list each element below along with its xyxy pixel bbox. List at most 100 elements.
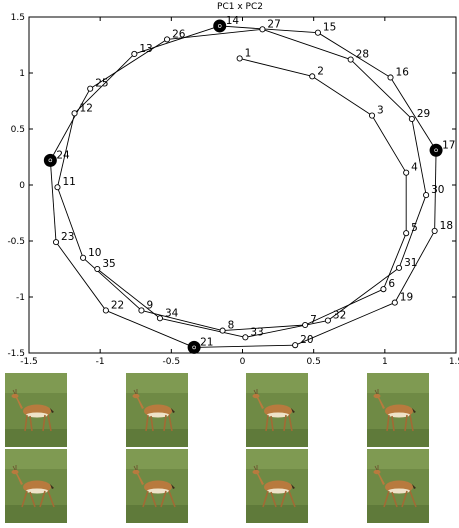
point-marker: [403, 169, 410, 176]
trajectory-segment: [57, 187, 84, 258]
trajectory-segment: [89, 39, 168, 90]
point-label: 24: [56, 149, 70, 161]
highlighted-point-center: [434, 148, 438, 153]
point-label: 32: [333, 310, 346, 322]
point-marker: [102, 307, 109, 314]
trajectory-segment: [311, 75, 373, 116]
point-marker: [403, 230, 410, 237]
trajectory-segment: [49, 88, 91, 161]
point-marker: [236, 55, 243, 62]
point-label: 7: [310, 314, 317, 326]
highlighted-point-marker: [213, 19, 227, 33]
thumbnail-2-top: [126, 373, 188, 447]
trajectory-segment: [371, 115, 407, 173]
impala-image: [126, 449, 188, 523]
y-tick-label: 1: [19, 69, 25, 79]
point-label: 15: [323, 22, 336, 34]
impala-image: [5, 449, 67, 523]
point-label: 10: [88, 247, 101, 259]
thumbnail-3-bottom: [246, 449, 308, 523]
trajectory-segment: [434, 150, 437, 231]
point-label: 5: [411, 222, 418, 234]
point-label: 25: [95, 78, 108, 90]
point-marker: [259, 26, 266, 33]
trajectory-segment: [239, 58, 313, 77]
point-marker: [302, 321, 309, 329]
trajectory-segment: [219, 25, 318, 34]
impala-image: [5, 373, 67, 447]
point-label: 1: [245, 47, 252, 59]
highlighted-point-center: [217, 24, 222, 28]
trajectory-segment: [97, 268, 161, 319]
x-tick-label: 1: [382, 357, 388, 366]
point-label: 16: [396, 66, 410, 78]
x-tick-label: -0.5: [163, 357, 181, 366]
point-label: 22: [111, 299, 124, 311]
highlighted-point-center: [48, 158, 53, 163]
axis-ticks: -1.5 -1 -0.5 0 0.5 1 1.5 1.5 1 0.5 0 -0.5 -1 -1.5: [7, 13, 459, 366]
point-label: 23: [61, 231, 74, 243]
point-marker: [292, 342, 299, 349]
trajectory-segment: [304, 288, 384, 326]
trajectory-segment: [82, 257, 142, 311]
point-marker: [138, 307, 145, 314]
impala-image: [126, 373, 188, 447]
point-marker: [219, 327, 226, 334]
point-marker: [368, 112, 376, 119]
point-marker: [324, 317, 331, 324]
highlighted-point-marker: [43, 153, 57, 167]
thumbnail-4-top: [367, 373, 429, 447]
point-marker: [71, 110, 78, 117]
trajectory-segment: [194, 344, 296, 348]
point-label: 27: [267, 18, 280, 30]
trajectory-segment: [350, 59, 413, 120]
thumbnail-3-top: [246, 373, 308, 447]
point-label: 21: [200, 336, 213, 348]
y-tick-label: -0.5: [7, 237, 25, 247]
trajectory-segment: [262, 28, 351, 60]
trajectory-segment: [382, 232, 407, 290]
point-marker: [87, 85, 94, 92]
point-label: 12: [80, 102, 93, 114]
trajectory-segment: [57, 113, 75, 188]
point-marker: [156, 315, 163, 322]
point-marker: [54, 184, 61, 191]
impala-image: [246, 373, 308, 447]
x-tick-label: 0.5: [307, 357, 321, 366]
y-tick-label: 0.5: [11, 125, 25, 135]
point-label: 13: [139, 43, 152, 55]
x-tick-label: 0: [240, 357, 246, 366]
x-tick-label: -1.5: [20, 357, 38, 366]
thumbnail-2-bottom: [126, 449, 188, 523]
point-label: 28: [356, 49, 369, 61]
point-marker: [242, 334, 249, 341]
point-marker: [347, 56, 354, 63]
point-label: 26: [172, 28, 186, 40]
point-label: 29: [417, 108, 430, 120]
x-tick-label: 1.5: [449, 357, 459, 366]
trajectory-segment: [398, 194, 427, 269]
point-marker: [314, 29, 321, 36]
highlighted-point-marker: [187, 340, 201, 354]
thumbnail-1-bottom: [5, 449, 67, 523]
impala-image: [367, 373, 429, 447]
point-marker: [387, 74, 394, 81]
trajectory-segment: [390, 77, 437, 151]
trajectory-segment: [317, 32, 391, 78]
point-label: 8: [228, 320, 235, 332]
point-marker: [380, 286, 387, 293]
point-label: 9: [146, 299, 153, 311]
chart-title: PC1 x PC2: [217, 2, 263, 12]
point-marker: [396, 264, 403, 271]
point-label: 4: [411, 162, 418, 174]
y-tick-label: -1.5: [7, 349, 25, 359]
trajectory-segment: [74, 53, 135, 114]
trajectory-segment: [167, 28, 263, 40]
point-label: 33: [250, 326, 263, 338]
trajectory-lines: [49, 25, 437, 348]
impala-image: [246, 449, 308, 523]
point-label: 2: [317, 65, 324, 77]
trajectory-segment: [55, 241, 107, 311]
point-label: 14: [226, 15, 240, 27]
trajectory-segment: [411, 118, 427, 196]
